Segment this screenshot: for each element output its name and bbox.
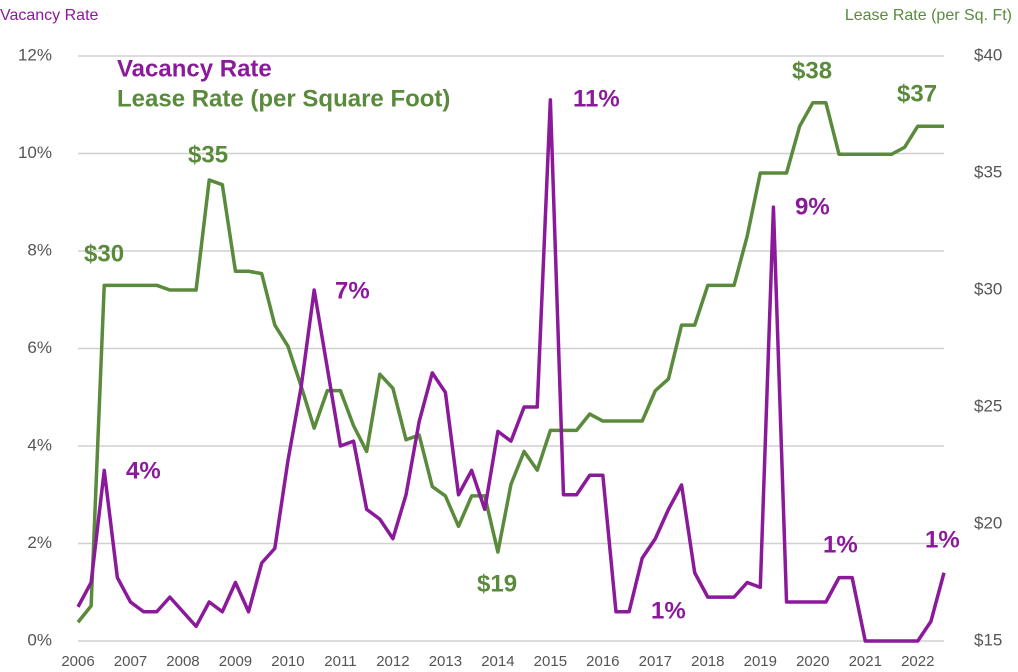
annotation: 1%	[651, 597, 686, 624]
x-tick-label: 2011	[324, 653, 356, 670]
y-axis-label: Vacancy Rate	[0, 7, 99, 24]
x-tick-label: 2008	[166, 653, 199, 670]
annotation: 9%	[795, 193, 830, 220]
x-tick-label: 2017	[639, 653, 672, 670]
y-tick-label: 6%	[27, 338, 52, 357]
annotation: $19	[477, 570, 517, 597]
annotation: $37	[897, 80, 937, 107]
x-tick-label: 2021	[849, 653, 882, 670]
annotation: 1%	[925, 526, 960, 553]
annotation: 11%	[573, 85, 620, 112]
annotation: $35	[188, 141, 228, 168]
x-tick-label: 2012	[376, 653, 409, 670]
y-tick-label: 2%	[27, 533, 52, 552]
line-series	[76, 98, 946, 643]
x-tick-label: 2018	[691, 653, 724, 670]
y2-tick-label: $30	[974, 279, 1002, 298]
x-tick-label: 2007	[114, 653, 147, 670]
y2-tick-label: $15	[974, 630, 1002, 649]
annotation: 4%	[126, 457, 161, 484]
annotation: 1%	[823, 531, 858, 558]
y-tick-label: 10%	[18, 143, 52, 162]
x-tick-label: 2015	[534, 653, 567, 670]
x-tick-label: 2009	[219, 653, 252, 670]
y-tick-label: 0%	[27, 630, 52, 649]
y2-tick-label: $20	[974, 513, 1002, 532]
x-tick-label: 2022	[901, 653, 934, 670]
annotation: 7%	[335, 277, 370, 304]
y-tick-label: 4%	[27, 435, 52, 454]
y2-tick-label: $35	[974, 162, 1002, 181]
y-tick-label: 12%	[18, 45, 52, 64]
legend-label: Vacancy Rate	[117, 55, 272, 82]
x-tick-label: 2019	[744, 653, 777, 670]
line-series	[76, 101, 944, 624]
annotation: $30	[84, 240, 124, 267]
y2-tick-label: $25	[974, 396, 1002, 415]
legend-label: Lease Rate (per Square Foot)	[117, 85, 450, 112]
x-tick-label: 2014	[481, 653, 514, 670]
annotation: $38	[792, 57, 832, 84]
y2-axis-label: Lease Rate (per Sq. Ft)	[845, 7, 1012, 24]
x-tick-label: 2020	[796, 653, 829, 670]
y2-tick-label: $40	[974, 45, 1002, 64]
y-tick-label: 8%	[27, 240, 52, 259]
x-tick-label: 2010	[271, 653, 304, 670]
x-tick-label: 2013	[429, 653, 462, 670]
x-tick-label: 2006	[61, 653, 94, 670]
x-tick-label: 2016	[586, 653, 619, 670]
